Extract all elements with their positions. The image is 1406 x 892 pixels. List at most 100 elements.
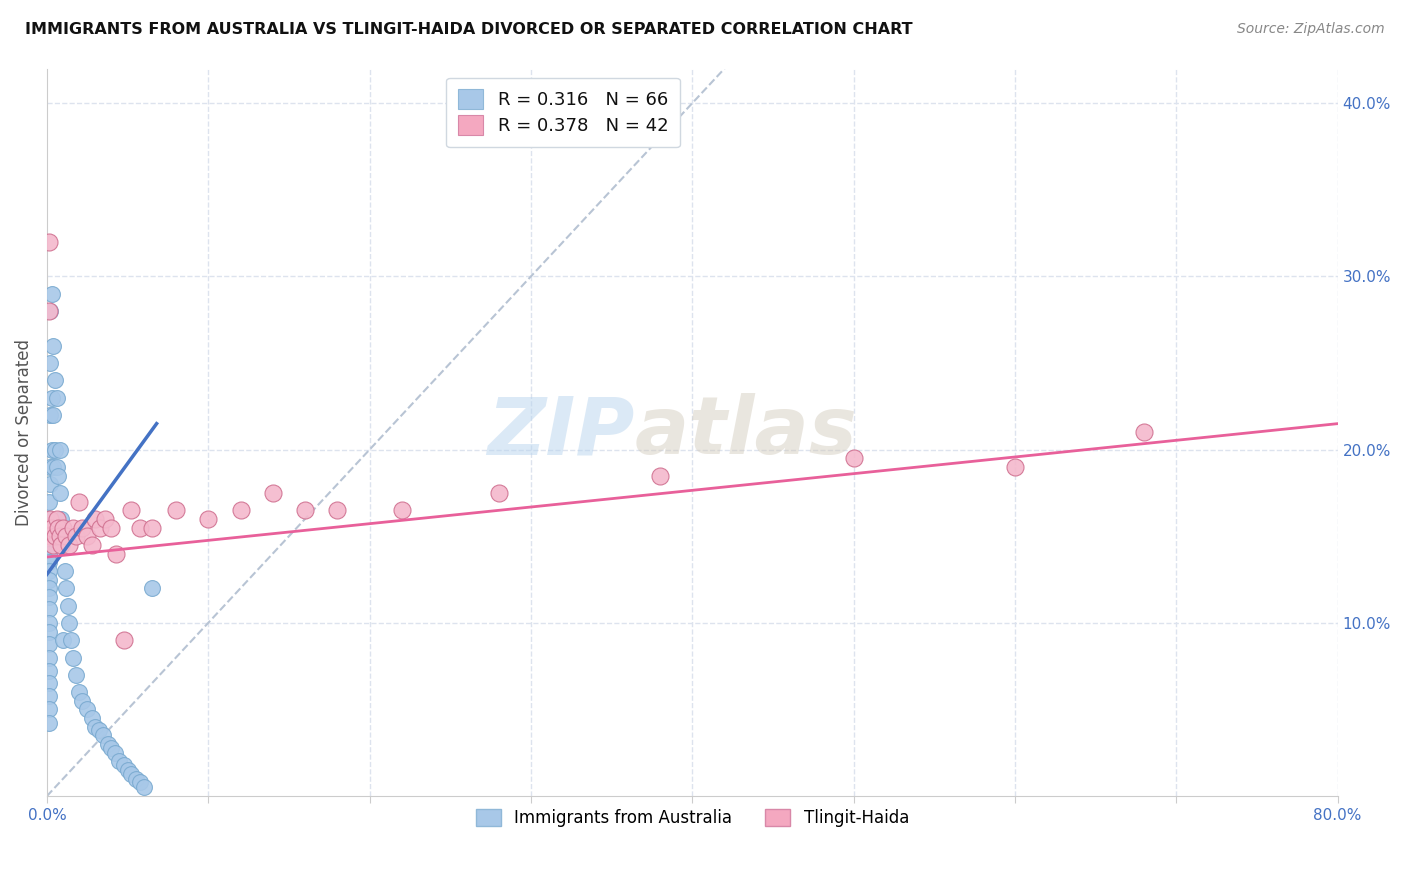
Point	[108, 755, 131, 769]
Point	[112, 633, 135, 648]
Point	[87, 723, 110, 738]
Point	[41, 442, 63, 457]
Point	[76, 529, 98, 543]
Point	[44, 442, 66, 457]
Point	[129, 775, 152, 789]
Text: ZIP: ZIP	[486, 393, 634, 471]
Point	[37, 529, 59, 543]
Point	[120, 503, 142, 517]
Point	[229, 503, 252, 517]
Point	[41, 520, 63, 534]
Text: Source: ZipAtlas.com: Source: ZipAtlas.com	[1237, 22, 1385, 37]
Point	[37, 665, 59, 679]
Point	[46, 520, 69, 534]
Point	[39, 304, 62, 318]
Point	[94, 512, 117, 526]
Point	[49, 529, 72, 543]
Point	[49, 442, 72, 457]
Point	[76, 702, 98, 716]
Point	[37, 650, 59, 665]
Point	[42, 538, 65, 552]
Point	[52, 633, 75, 648]
Text: IMMIGRANTS FROM AUSTRALIA VS TLINGIT-HAIDA DIVORCED OR SEPARATED CORRELATION CHA: IMMIGRANTS FROM AUSTRALIA VS TLINGIT-HAI…	[25, 22, 912, 37]
Point	[37, 624, 59, 639]
Point	[58, 615, 80, 630]
Point	[197, 512, 219, 526]
Point	[842, 451, 865, 466]
Point	[39, 477, 62, 491]
Point	[100, 520, 122, 534]
Legend: Immigrants from Australia, Tlingit-Haida: Immigrants from Australia, Tlingit-Haida	[467, 800, 917, 835]
Point	[124, 772, 146, 786]
Point	[39, 459, 62, 474]
Point	[37, 676, 59, 690]
Point	[37, 716, 59, 731]
Point	[105, 547, 128, 561]
Point	[46, 468, 69, 483]
Point	[42, 339, 65, 353]
Point	[89, 520, 111, 534]
Point	[117, 763, 139, 777]
Point	[93, 729, 115, 743]
Point	[37, 615, 59, 630]
Point	[45, 391, 67, 405]
Point	[41, 391, 63, 405]
Point	[120, 766, 142, 780]
Point	[67, 494, 90, 508]
Point	[141, 520, 163, 534]
Point	[37, 555, 59, 569]
Point	[104, 746, 127, 760]
Point	[39, 356, 62, 370]
Point	[37, 538, 59, 552]
Point	[165, 503, 187, 517]
Point	[37, 602, 59, 616]
Point	[72, 520, 94, 534]
Point	[326, 503, 349, 517]
Y-axis label: Divorced or Separated: Divorced or Separated	[15, 339, 32, 525]
Point	[72, 694, 94, 708]
Point	[141, 581, 163, 595]
Point	[52, 520, 75, 534]
Point	[37, 702, 59, 716]
Point	[294, 503, 316, 517]
Point	[56, 599, 79, 613]
Point	[39, 512, 62, 526]
Point	[65, 529, 87, 543]
Point	[37, 520, 59, 534]
Point	[391, 503, 413, 517]
Point	[262, 486, 284, 500]
Point	[62, 650, 84, 665]
Point	[58, 538, 80, 552]
Point	[488, 486, 510, 500]
Point	[53, 564, 76, 578]
Point	[65, 668, 87, 682]
Point	[51, 512, 73, 526]
Point	[55, 581, 77, 595]
Point	[129, 520, 152, 534]
Point	[37, 581, 59, 595]
Point	[97, 737, 120, 751]
Point	[37, 564, 59, 578]
Point	[132, 780, 155, 795]
Point	[39, 408, 62, 422]
Point	[62, 520, 84, 534]
Point	[49, 486, 72, 500]
Point	[41, 286, 63, 301]
Point	[37, 235, 59, 249]
Point	[84, 720, 107, 734]
Point	[1133, 425, 1156, 440]
Point	[37, 547, 59, 561]
Point	[37, 689, 59, 703]
Point	[39, 529, 62, 543]
Point	[38, 512, 60, 526]
Point	[100, 740, 122, 755]
Point	[42, 408, 65, 422]
Point	[45, 512, 67, 526]
Point	[52, 520, 75, 534]
Point	[44, 373, 66, 387]
Point	[37, 304, 59, 318]
Point	[37, 637, 59, 651]
Point	[84, 512, 107, 526]
Point	[44, 529, 66, 543]
Point	[112, 758, 135, 772]
